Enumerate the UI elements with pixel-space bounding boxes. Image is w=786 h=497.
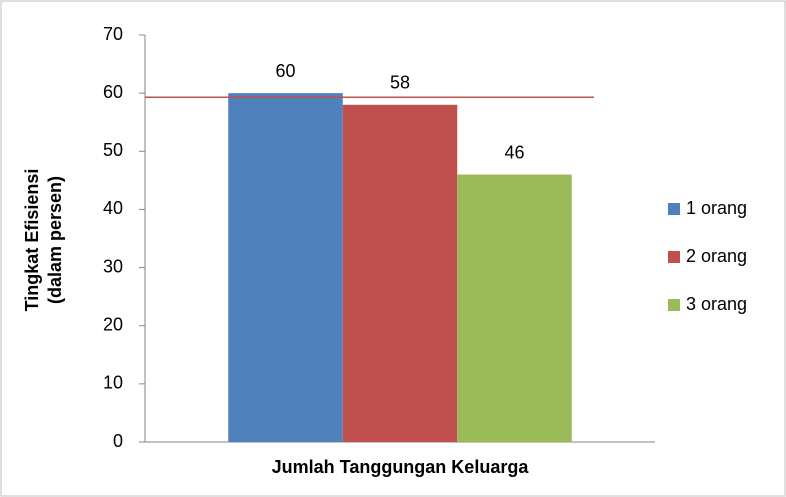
y-axis-title-line: (dalam persen)	[45, 176, 65, 304]
y-tick-label: 10	[103, 373, 123, 393]
legend-swatch	[668, 203, 680, 215]
bar	[457, 174, 572, 443]
data-label: 58	[390, 73, 410, 93]
y-tick-label: 0	[113, 431, 123, 451]
legend-label: 2 orang	[686, 246, 747, 266]
y-tick-label: 60	[103, 82, 123, 102]
legend-label: 3 orang	[686, 294, 747, 314]
y-tick-label: 50	[103, 140, 123, 160]
y-tick-label: 20	[103, 314, 123, 334]
y-tick-label: 70	[103, 24, 123, 44]
legend-swatch	[668, 299, 680, 311]
x-axis-title: Jumlah Tanggungan Keluarga	[272, 457, 530, 477]
data-label: 60	[275, 61, 295, 81]
y-tick-label: 40	[103, 198, 123, 218]
legend-label: 1 orang	[686, 198, 747, 218]
y-axis-title: Tingkat Efisiensi (dalam persen)	[22, 169, 65, 312]
bar	[342, 104, 458, 443]
bar	[228, 93, 343, 443]
y-tick-label: 30	[103, 256, 123, 276]
legend-swatch	[668, 251, 680, 263]
data-label: 46	[504, 142, 524, 162]
y-axis-title-line: Tingkat Efisiensi	[22, 169, 42, 312]
